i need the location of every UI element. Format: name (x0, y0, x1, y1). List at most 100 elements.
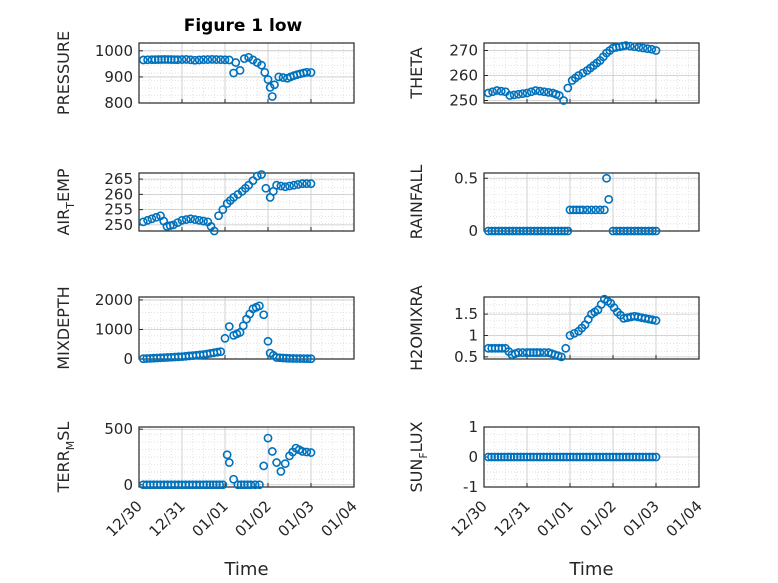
data-point (138, 217, 148, 227)
data-point (578, 68, 588, 78)
x-tick-label: 12/31 (491, 497, 534, 540)
y-tick-label: -1 (463, 478, 478, 496)
data-point (297, 447, 307, 456)
data-point (306, 179, 316, 189)
y-tick-label: 500 (104, 420, 133, 438)
data-point (505, 91, 515, 100)
data-point (259, 310, 269, 320)
data-point (265, 82, 275, 92)
data-point (214, 211, 223, 221)
data-point (224, 458, 234, 467)
y-tick-label: 1.5 (454, 305, 478, 323)
data-point (177, 55, 187, 64)
x-tick-label: 12/31 (146, 497, 189, 540)
data-point (244, 52, 254, 62)
subplot-5: 0 1000 2000 MIXDEPTH (54, 286, 355, 370)
data-point (297, 179, 307, 189)
subplot-6: 0.5 1 1.5 H2OMIXRA (407, 285, 700, 371)
axes-box (138, 296, 355, 360)
data-point (274, 72, 284, 82)
y-axis-label-part: AIR (54, 209, 73, 236)
data-point (218, 480, 228, 490)
data-point (557, 352, 566, 362)
y-tick-label: 1 (468, 418, 478, 436)
y-tick-label: 1 (468, 326, 478, 344)
data-point (587, 205, 596, 215)
data-point (302, 67, 312, 77)
data-point (252, 171, 262, 181)
y-axis-label-part: LUX (407, 421, 426, 452)
data-point (651, 316, 661, 325)
data-point (638, 43, 648, 53)
y-tick-label: 0 (123, 350, 133, 368)
data-point (303, 354, 312, 364)
data-point (280, 459, 290, 469)
y-tick-label: 250 (104, 216, 133, 234)
x-axis-label: Time (223, 559, 268, 580)
data-point (634, 42, 644, 52)
y-axis-label: TERRMSL (54, 422, 77, 494)
data-point (518, 89, 528, 99)
y-tick-label: 260 (104, 185, 133, 203)
y-axis-label-part: TERR (54, 450, 73, 493)
y-tick-label: 250 (449, 92, 478, 110)
data-point (483, 88, 493, 98)
data-point (147, 214, 157, 224)
data-point (220, 55, 230, 65)
data-point (302, 179, 312, 189)
axes-box (483, 296, 700, 360)
data-point (276, 467, 286, 476)
data-point (263, 336, 273, 346)
y-axis-label: AIRTEMP (54, 168, 77, 235)
y-axis-label-part: EMP (54, 168, 73, 202)
series-markers (138, 433, 316, 490)
data-point (554, 91, 564, 100)
x-tick-label: 12/30 (448, 497, 491, 540)
data-point (246, 480, 256, 490)
data-point (604, 194, 614, 204)
data-point (497, 343, 507, 353)
data-point (289, 180, 299, 190)
data-point (591, 205, 601, 215)
data-point (222, 450, 232, 460)
data-point (535, 348, 545, 357)
subplot-4: 0 0.5 RAINFALL (407, 165, 700, 240)
data-point (539, 87, 549, 97)
data-point (252, 58, 262, 67)
data-point (563, 226, 573, 236)
y-axis-label: MIXDEPTH (54, 286, 73, 369)
y-tick-label: 0 (468, 222, 478, 240)
data-point (254, 480, 264, 490)
series-markers (483, 294, 661, 362)
data-point (651, 226, 661, 236)
data-point (260, 67, 270, 77)
x-tick-label: 01/03 (620, 497, 663, 540)
data-point (220, 333, 230, 343)
data-point (560, 226, 570, 236)
data-point (257, 60, 266, 70)
y-tick-label: 265 (104, 170, 133, 188)
data-point (177, 215, 187, 225)
data-point (531, 86, 540, 95)
axes-box (483, 172, 700, 232)
data-point (561, 343, 571, 353)
data-point (522, 88, 532, 98)
data-point (151, 212, 161, 222)
data-point (509, 90, 519, 100)
data-point (168, 220, 178, 230)
data-point (212, 347, 222, 357)
data-point (248, 55, 258, 65)
subplot-8: -1 0 1 12/30 12/31 01/01 01/02 01/03 01/04 SUNFLU… (407, 418, 706, 580)
data-point (302, 447, 312, 457)
axes-box (138, 172, 355, 232)
y-tick-label: 0 (123, 476, 133, 494)
data-point (648, 315, 657, 325)
data-point (630, 42, 639, 52)
y-axis-label: PRESSURE (54, 31, 73, 115)
y-tick-label: 0 (468, 448, 478, 466)
data-point (190, 215, 200, 224)
data-point (218, 205, 228, 215)
